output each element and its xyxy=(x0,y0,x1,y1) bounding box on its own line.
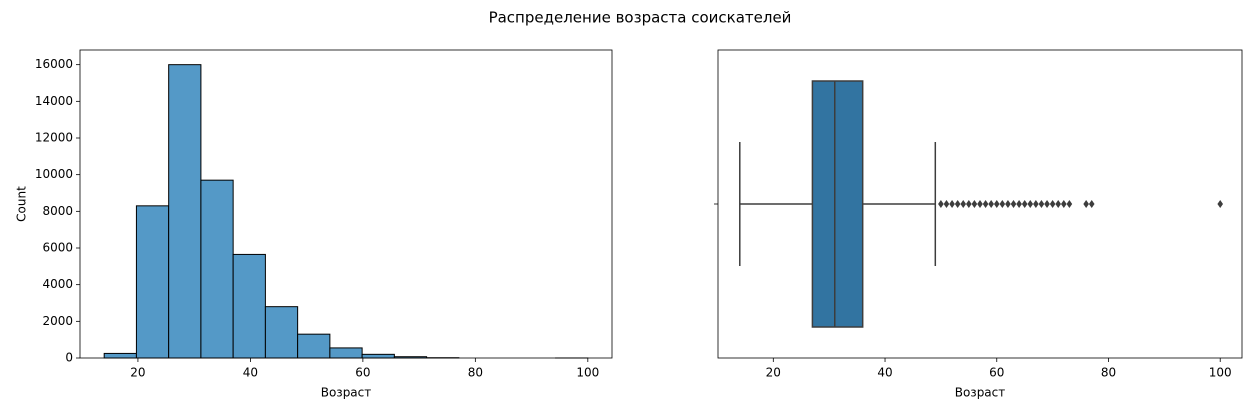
outlier xyxy=(938,200,944,208)
y-axis-label: Count xyxy=(15,186,29,222)
outlier xyxy=(1010,200,1017,208)
outlier xyxy=(1033,200,1039,208)
histogram-bar xyxy=(103,352,137,359)
outlier xyxy=(988,200,994,208)
outlier xyxy=(1088,200,1095,208)
outlier xyxy=(971,200,978,208)
outlier xyxy=(999,200,1006,208)
x-tick-label: 60 xyxy=(355,366,370,380)
histogram-bar xyxy=(232,253,266,359)
histogram-bar xyxy=(329,347,363,359)
outlier xyxy=(960,200,967,208)
outlier xyxy=(943,200,950,208)
outlier xyxy=(954,200,961,208)
outlier xyxy=(1055,200,1062,208)
histogram-bar xyxy=(264,306,299,359)
axes-frame xyxy=(79,49,613,359)
x-tick-label: 40 xyxy=(877,366,892,380)
box xyxy=(811,80,864,328)
x-tick-label: 20 xyxy=(130,366,145,380)
y-tick-label: 6000 xyxy=(42,241,73,255)
histogram-bar xyxy=(361,353,395,359)
y-tick-label: 0 xyxy=(65,351,73,365)
x-tick-label: 20 xyxy=(766,366,781,380)
outlier xyxy=(1217,200,1224,208)
x-axis-label: Возраст xyxy=(321,386,372,400)
x-tick-label: 80 xyxy=(468,366,483,380)
histogram-bar xyxy=(200,179,234,359)
outlier xyxy=(1044,200,1050,208)
x-tick-label: 60 xyxy=(989,366,1004,380)
x-tick-label: 80 xyxy=(1101,366,1116,380)
outlier xyxy=(1005,200,1011,208)
outlier xyxy=(1016,200,1022,208)
outlier xyxy=(993,200,1000,208)
outlier xyxy=(949,200,955,208)
axes-frame xyxy=(717,49,1243,359)
outlier xyxy=(1038,200,1045,208)
histogram-bar xyxy=(168,64,202,359)
outlier xyxy=(966,200,972,208)
x-tick-label: 40 xyxy=(243,366,258,380)
outlier xyxy=(982,200,989,208)
outlier xyxy=(1083,200,1089,208)
outlier xyxy=(1060,200,1067,208)
y-tick-label: 4000 xyxy=(42,277,73,291)
y-tick-label: 2000 xyxy=(42,314,73,328)
histogram-bar xyxy=(135,205,170,359)
y-tick-label: 8000 xyxy=(42,204,73,218)
y-tick-label: 10000 xyxy=(35,167,73,181)
histogram-bar xyxy=(297,333,331,359)
outlier xyxy=(1049,200,1056,208)
y-tick-label: 12000 xyxy=(35,131,73,145)
figure-title: Распределение возраста соискателей xyxy=(489,9,792,27)
outlier xyxy=(977,200,983,208)
outlier xyxy=(1066,200,1073,208)
x-tick-label: 100 xyxy=(1209,366,1232,380)
outlier xyxy=(1021,200,1028,208)
y-tick-label: 16000 xyxy=(35,57,73,71)
outlier xyxy=(1027,200,1034,208)
x-tick-label: 100 xyxy=(576,366,599,380)
x-axis-label: Возраст xyxy=(955,386,1006,400)
y-tick-label: 14000 xyxy=(35,94,73,108)
